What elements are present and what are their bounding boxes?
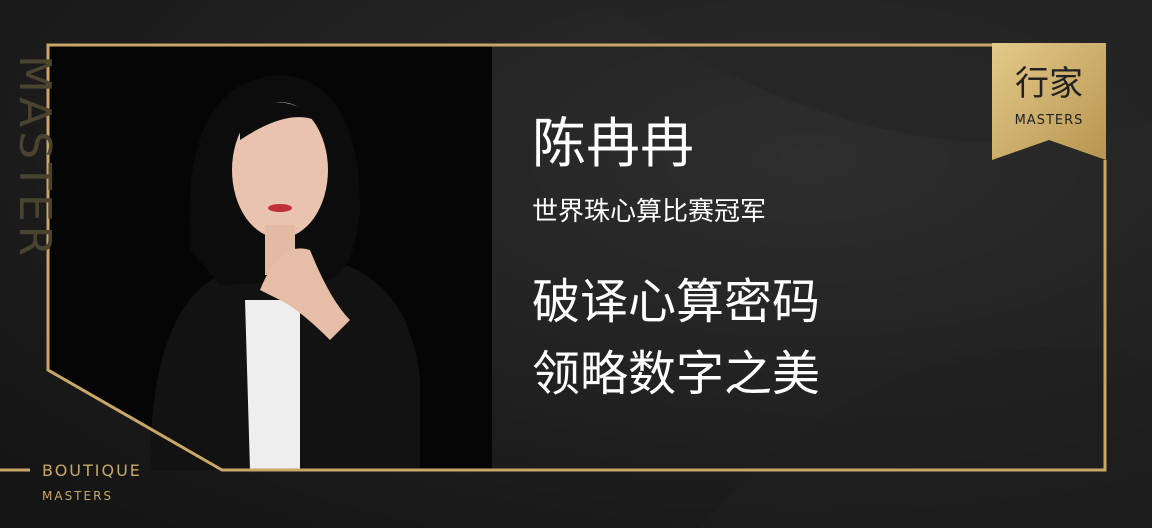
badge [992,43,1106,160]
name: 陈冉冉 [532,112,694,175]
badge-title: 行家 [1015,64,1083,104]
badge-subtitle: MASTERS [1015,113,1084,128]
brand-line: MASTERS [42,489,113,503]
frame [0,43,1107,472]
texture [700,347,1152,528]
side-label: MASTER [9,55,60,260]
headline-line: 领略数字之美 [532,346,820,402]
headline-line: 破译心算密码 [532,274,820,330]
honor: 世界珠心算比赛冠军 [532,197,766,227]
brand-line: BOUTIQUE [42,461,142,480]
portrait [150,75,420,470]
